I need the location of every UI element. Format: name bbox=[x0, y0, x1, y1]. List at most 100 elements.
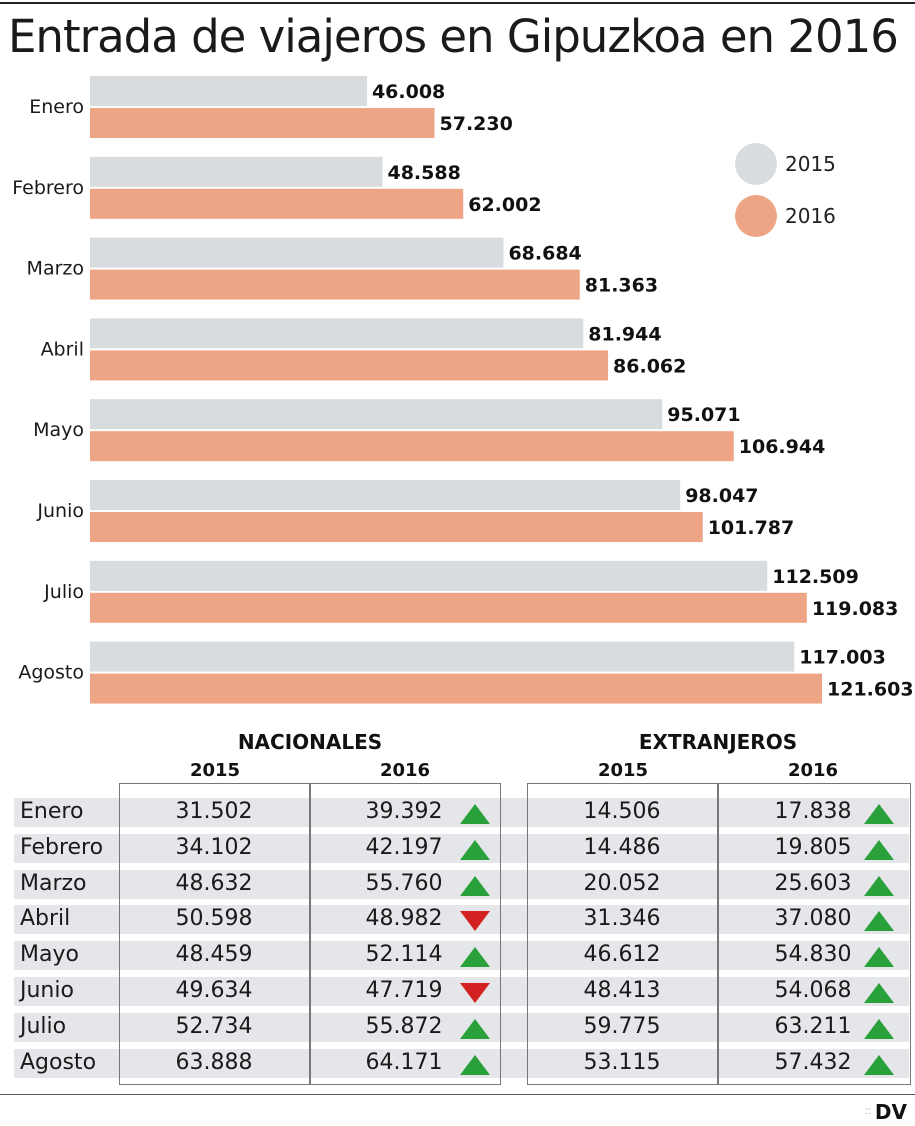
up-arrow-icon bbox=[864, 875, 894, 896]
value-label-2015-agosto: 117.003 bbox=[799, 647, 886, 669]
value-label-2016-enero: 57.230 bbox=[440, 113, 513, 135]
up-arrow-icon bbox=[460, 839, 490, 860]
cell-nac2016: 47.719 bbox=[365, 977, 443, 1003]
row-month: Marzo bbox=[20, 870, 87, 896]
group-header-nacionales: NACIONALES bbox=[237, 730, 383, 754]
value-label-2015-febrero: 48.588 bbox=[387, 162, 460, 184]
cell-ext2016: 17.838 bbox=[774, 799, 852, 824]
cell-nac2016: 42.197 bbox=[365, 834, 443, 860]
bar-2015-marzo bbox=[90, 237, 504, 268]
value-label-2015-julio: 112.509 bbox=[772, 566, 859, 588]
up-arrow-icon bbox=[864, 804, 894, 824]
category-label-abril: Abril bbox=[41, 338, 84, 360]
row-month: Mayo bbox=[20, 942, 79, 968]
row-month: Junio bbox=[20, 977, 74, 1003]
category-label-febrero: Febrero bbox=[12, 177, 84, 199]
bar-2015-mayo bbox=[90, 399, 663, 430]
bar-2015-abril bbox=[90, 318, 584, 349]
cell-ext2016: 57.432 bbox=[774, 1049, 852, 1075]
cell-nac2015: 52.734 bbox=[175, 1013, 253, 1039]
brand-dots-icon: :: bbox=[865, 1106, 871, 1117]
up-arrow-icon bbox=[864, 982, 894, 1003]
cell-nac2015: 34.102 bbox=[175, 834, 253, 860]
cell-nac2015: 48.632 bbox=[175, 870, 253, 896]
cell-ext2015: 48.413 bbox=[583, 977, 661, 1003]
bar-2016-febrero bbox=[90, 188, 464, 219]
cell-nac2016: 39.392 bbox=[365, 799, 443, 824]
row-month: Abril bbox=[20, 906, 71, 932]
value-label-2016-julio: 119.083 bbox=[812, 598, 899, 620]
col-header-nac-2016: 2016 bbox=[379, 760, 431, 781]
bar-chart: Enero 46.008 57.230 Febrero 48.588 62.002 Marz… bbox=[12, 76, 914, 704]
row-month: Enero bbox=[20, 799, 84, 824]
bar-2015-junio bbox=[90, 480, 681, 510]
value-label-2015-mayo: 95.071 bbox=[667, 404, 740, 426]
value-label-2015-marzo: 68.684 bbox=[508, 243, 581, 265]
category-label-agosto: Agosto bbox=[18, 662, 84, 684]
up-arrow-icon bbox=[460, 947, 490, 968]
up-arrow-icon bbox=[864, 1018, 894, 1039]
cell-ext2016: 25.603 bbox=[774, 870, 852, 896]
cell-ext2015: 46.612 bbox=[583, 942, 661, 968]
bar-2016-marzo bbox=[90, 269, 580, 300]
brand-logo: DV bbox=[874, 1100, 907, 1124]
down-arrow-icon bbox=[460, 911, 490, 932]
value-label-2016-febrero: 62.002 bbox=[468, 194, 541, 216]
category-label-enero: Enero bbox=[29, 96, 84, 118]
cell-ext2015: 53.115 bbox=[583, 1049, 661, 1075]
cell-ext2016: 54.068 bbox=[774, 977, 852, 1003]
legend-swatch-2015 bbox=[735, 143, 777, 185]
cell-ext2015: 14.506 bbox=[583, 799, 661, 824]
up-arrow-icon bbox=[460, 804, 490, 824]
bar-2015-julio bbox=[90, 560, 768, 591]
up-arrow-icon bbox=[460, 1018, 490, 1039]
group-header-extranjeros: EXTRANJEROS bbox=[638, 730, 798, 754]
value-label-2015-enero: 46.008 bbox=[372, 81, 445, 103]
value-label-2016-agosto: 121.603 bbox=[827, 679, 914, 701]
value-label-2015-junio: 98.047 bbox=[685, 485, 758, 507]
value-label-2016-junio: 101.787 bbox=[708, 517, 795, 539]
cell-ext2016: 54.830 bbox=[774, 942, 852, 968]
bar-2015-enero bbox=[90, 76, 367, 106]
value-label-2016-marzo: 81.363 bbox=[585, 275, 658, 297]
bar-2016-junio bbox=[90, 512, 703, 542]
bar-2015-febrero bbox=[90, 156, 383, 187]
cell-ext2016: 19.805 bbox=[774, 834, 852, 860]
up-arrow-icon bbox=[864, 947, 894, 968]
column-box bbox=[717, 783, 911, 1086]
legend-item-2015: 2015 bbox=[735, 138, 836, 190]
bar-2016-julio bbox=[90, 592, 807, 623]
cell-nac2015: 48.459 bbox=[175, 942, 253, 968]
cell-ext2015: 14.486 bbox=[583, 834, 661, 860]
cell-nac2016: 55.760 bbox=[365, 870, 443, 896]
cell-nac2015: 63.888 bbox=[175, 1049, 253, 1075]
up-arrow-icon bbox=[460, 875, 490, 896]
bar-2016-agosto bbox=[90, 673, 822, 704]
column-box bbox=[309, 783, 501, 1086]
bar-2016-mayo bbox=[90, 431, 734, 462]
col-header-ext-2015: 2015 bbox=[597, 760, 649, 781]
category-label-marzo: Marzo bbox=[27, 258, 84, 280]
cell-ext2015: 31.346 bbox=[583, 906, 661, 932]
legend-label-2016: 2016 bbox=[785, 204, 836, 228]
col-header-ext-2016: 2016 bbox=[787, 760, 839, 781]
cell-nac2015: 50.598 bbox=[175, 906, 253, 932]
value-label-2016-mayo: 106.944 bbox=[739, 436, 826, 458]
bar-2016-enero bbox=[90, 108, 435, 138]
row-month: Febrero bbox=[20, 834, 104, 860]
cell-ext2015: 59.775 bbox=[583, 1013, 661, 1039]
category-label-julio: Julio bbox=[43, 581, 84, 603]
row-month: Agosto bbox=[20, 1049, 97, 1075]
col-header-nac-2015: 2015 bbox=[189, 760, 241, 781]
row-month: Julio bbox=[20, 1013, 67, 1039]
up-arrow-icon bbox=[460, 1054, 490, 1075]
up-arrow-icon bbox=[864, 1054, 894, 1075]
cell-nac2016: 64.171 bbox=[365, 1049, 443, 1075]
value-label-2016-abril: 86.062 bbox=[613, 355, 686, 377]
cell-nac2016: 55.872 bbox=[365, 1013, 443, 1039]
top-rule bbox=[0, 2, 915, 4]
legend: 2015 2016 bbox=[735, 138, 836, 242]
down-arrow-icon bbox=[460, 982, 490, 1003]
cell-ext2015: 20.052 bbox=[583, 870, 661, 896]
legend-label-2015: 2015 bbox=[785, 152, 836, 176]
